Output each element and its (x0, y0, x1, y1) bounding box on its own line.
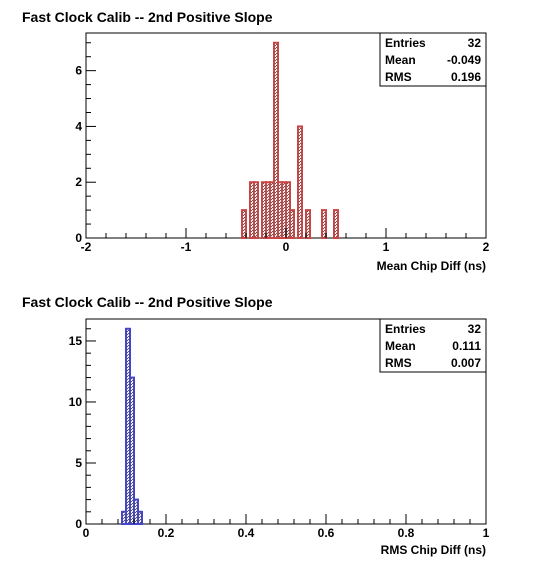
stats-rms-value: 0.007 (451, 356, 481, 370)
x-tick-label: 0 (283, 240, 290, 254)
histogram-bar (289, 209, 295, 239)
y-tick-label: 4 (75, 119, 82, 133)
x-tick-label: 0.6 (318, 526, 335, 540)
y-tick-label: 6 (75, 64, 82, 78)
histogram-bar (305, 209, 311, 239)
x-tick-label: 0.8 (398, 526, 415, 540)
x-tick-label: 0.2 (158, 526, 175, 540)
stats-mean-value: -0.049 (447, 53, 481, 67)
x-axis-label: RMS Chip Diff (ns) (381, 543, 486, 557)
histogram-bar (129, 376, 135, 526)
stats-mean-label: Mean (385, 53, 416, 67)
chart-title: Fast Clock Calib -- 2nd Positive Slope (22, 294, 273, 310)
stats-rms-label: RMS (385, 356, 412, 370)
x-tick-label: -1 (181, 240, 192, 254)
x-tick-label: 0 (83, 526, 90, 540)
stats-mean-label: Mean (385, 339, 416, 353)
histogram-bar (333, 209, 339, 239)
histogram-bar (273, 41, 279, 240)
stats-box: Entries 32 Mean 0.111 RMS 0.007 (379, 318, 487, 373)
stats-entries-value: 32 (468, 322, 482, 336)
axis-ticks: -2 -1 0 1 2 0 2 4 6 (75, 42, 490, 254)
stats-box-frame (379, 318, 487, 373)
histogram-bar (137, 510, 143, 525)
y-tick-label: 0 (75, 231, 82, 245)
histogram-bar (321, 209, 327, 239)
x-tick-label: 2 (483, 240, 490, 254)
panel-rms-chip-diff: Fast Clock Calib -- 2nd Positive Slope 0… (22, 294, 490, 557)
stats-rms-value: 0.196 (451, 70, 481, 84)
x-tick-label: 1 (383, 240, 390, 254)
stats-entries-value: 32 (468, 36, 482, 50)
stats-box: Entries 32 Mean -0.049 RMS 0.196 (379, 32, 487, 87)
y-tick-label: 15 (69, 334, 83, 348)
y-tick-label: 2 (75, 175, 82, 189)
stats-entries-label: Entries (385, 322, 426, 336)
stats-rms-label: RMS (385, 70, 412, 84)
histogram-bars (121, 327, 143, 526)
stats-mean-value: 0.111 (452, 339, 481, 353)
x-tick-label: 0.4 (238, 526, 255, 540)
x-tick-label: 1 (483, 526, 490, 540)
histogram-bar (241, 209, 247, 239)
x-axis-label: Mean Chip Diff (ns) (377, 259, 486, 273)
histogram-bars (241, 41, 339, 240)
y-tick-label: 5 (75, 456, 82, 470)
histogram-bar (297, 125, 303, 239)
histogram-bar (253, 181, 259, 239)
x-tick-label: -2 (81, 240, 92, 254)
chart-title: Fast Clock Calib -- 2nd Positive Slope (22, 9, 273, 25)
stats-entries-label: Entries (385, 36, 426, 50)
y-tick-label: 0 (75, 517, 82, 531)
panel-mean-chip-diff: Fast Clock Calib -- 2nd Positive Slope -… (22, 9, 490, 273)
y-tick-label: 10 (69, 395, 83, 409)
plot-frame (85, 318, 487, 525)
stats-box-frame (379, 32, 487, 87)
